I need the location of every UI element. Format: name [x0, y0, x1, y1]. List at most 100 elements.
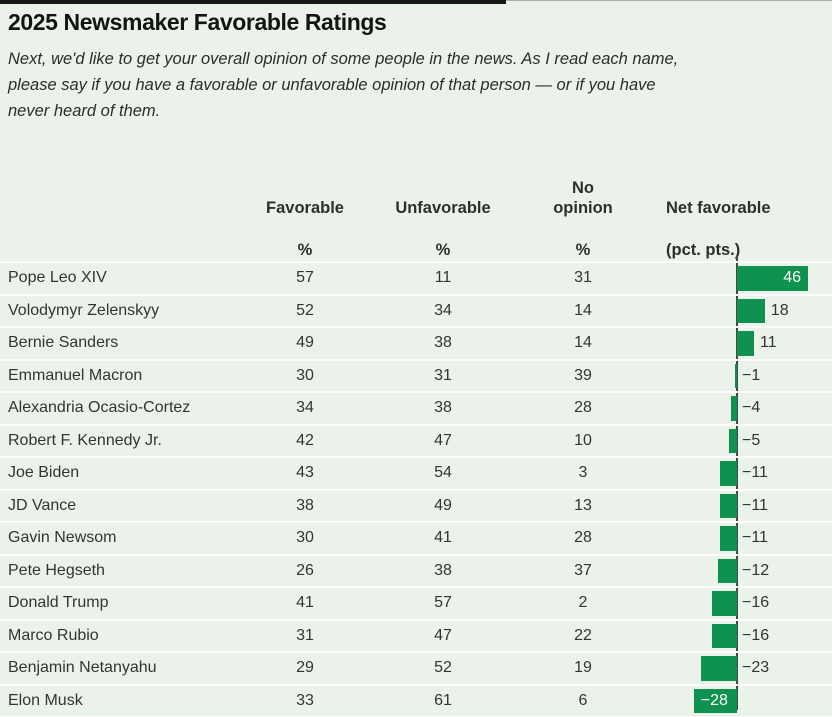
favorable-value: 57 [296, 269, 314, 287]
net-favorable-cell: −11 [650, 458, 832, 489]
net-favorable-bar [730, 396, 737, 421]
net-favorable-value: −4 [742, 399, 761, 417]
net-favorable-bar [701, 656, 737, 681]
person-name: Elon Musk [8, 691, 83, 709]
person-name: Pete Hegseth [8, 561, 105, 579]
table-row: Pope Leo XIV 57 11 31 46 [0, 261, 832, 294]
title-top-rule [0, 0, 506, 4]
person-name: Marco Rubio [8, 626, 99, 644]
unfavorable-value: 57 [434, 594, 452, 612]
net-favorable-value: −5 [742, 431, 761, 449]
ratings-table: Pope Leo XIV 57 11 31 46 Volodymyr Zelenskyy 5… [0, 256, 832, 717]
net-favorable-cell: −28 [650, 686, 832, 717]
net-favorable-value: 18 [770, 301, 789, 319]
no-opinion-value: 28 [574, 529, 592, 547]
favorable-value: 26 [296, 561, 314, 579]
net-favorable-cell: −4 [650, 393, 832, 424]
unfavorable-value: 38 [434, 334, 452, 352]
survey-question-line: never heard of them. [8, 102, 161, 120]
net-favorable-bar [693, 688, 737, 713]
unfavorable-value: 31 [434, 366, 452, 384]
table-row: Elon Musk 33 61 6 −28 [0, 683, 832, 717]
unfavorable-value: 49 [434, 496, 452, 514]
person-name: Bernie Sanders [8, 334, 119, 352]
net-favorable-bar [720, 461, 737, 486]
zero-axis-line [736, 256, 738, 710]
person-name: Joe Biden [8, 464, 80, 482]
person-name: Volodymyr Zelenskyy [8, 301, 160, 319]
unfavorable-value: 11 [434, 269, 452, 287]
table-row: Gavin Newsom 30 41 28 −11 [0, 521, 832, 554]
unfavorable-value: 61 [434, 691, 452, 709]
favorable-value: 30 [296, 366, 314, 384]
net-favorable-bar [712, 591, 737, 616]
table-row: Pete Hegseth 26 38 37 −12 [0, 553, 832, 587]
net-favorable-bar [718, 558, 737, 583]
net-favorable-cell: −11 [650, 523, 832, 554]
favorable-value: 30 [296, 529, 314, 547]
table-row: Volodymyr Zelenskyy 52 34 14 18 [0, 293, 832, 327]
no-opinion-value: 6 [578, 691, 588, 709]
favorable-value: 52 [296, 301, 314, 319]
no-opinion-value: 3 [578, 464, 588, 482]
net-favorable-cell: 11 [650, 328, 832, 359]
table-row: Alexandria Ocasio-Cortez 34 38 28 −4 [0, 391, 832, 424]
column-header-net-favorable: Net favorable [666, 199, 771, 217]
favorable-value: 33 [296, 691, 314, 709]
no-opinion-value: 19 [574, 659, 592, 677]
net-favorable-value: −23 [742, 659, 770, 677]
no-opinion-value: 2 [578, 594, 588, 612]
no-opinion-value: 31 [574, 269, 592, 287]
unit-net-favorable: (pct. pts.) [666, 241, 741, 259]
unfavorable-value: 41 [434, 529, 452, 547]
net-favorable-bar [720, 526, 737, 551]
table-row: Marco Rubio 31 47 22 −16 [0, 618, 832, 652]
unit-favorable: % [297, 241, 313, 259]
net-favorable-value: 11 [759, 334, 777, 352]
person-name: Pope Leo XIV [8, 269, 107, 287]
net-favorable-bar [737, 266, 809, 291]
no-opinion-value: 28 [574, 399, 592, 417]
survey-question: Next, we'd like to get your overall opin… [8, 46, 824, 124]
net-favorable-cell: −12 [650, 556, 832, 587]
person-name: Gavin Newsom [8, 529, 117, 547]
unfavorable-value: 38 [434, 561, 452, 579]
favorable-value: 31 [296, 626, 314, 644]
net-favorable-value: −11 [742, 464, 768, 482]
net-favorable-value: 46 [783, 269, 802, 287]
table-row: Joe Biden 43 54 3 −11 [0, 456, 832, 489]
person-name: Robert F. Kennedy Jr. [8, 431, 162, 449]
net-favorable-cell: −16 [650, 621, 832, 652]
table-row: Emmanuel Macron 30 31 39 −1 [0, 358, 832, 392]
favorable-value: 43 [296, 464, 314, 482]
net-favorable-cell: −5 [650, 426, 832, 457]
no-opinion-value: 37 [574, 561, 592, 579]
table-header: Favorable Unfavorable No opinion Net fav… [0, 168, 832, 263]
favorable-value: 29 [296, 659, 314, 677]
column-header-unfavorable: Unfavorable [395, 199, 491, 217]
no-opinion-value: 22 [574, 626, 592, 644]
table-row: Bernie Sanders 49 38 14 11 [0, 326, 832, 359]
net-favorable-cell: 46 [650, 263, 832, 294]
net-favorable-value: −12 [742, 561, 770, 579]
favorable-value: 42 [296, 431, 314, 449]
column-header-no-opinion: No opinion [553, 179, 613, 217]
net-favorable-value: −11 [742, 529, 768, 547]
table-row: Donald Trump 41 57 2 −16 [0, 586, 832, 619]
net-favorable-bar [734, 363, 737, 388]
table-row: Robert F. Kennedy Jr. 42 47 10 −5 [0, 423, 832, 457]
net-favorable-cell: −16 [650, 588, 832, 619]
survey-question-line: Next, we'd like to get your overall opin… [8, 50, 679, 68]
person-name: Donald Trump [8, 594, 109, 612]
unit-unfavorable: % [435, 241, 451, 259]
unfavorable-value: 47 [434, 626, 452, 644]
net-favorable-bar [712, 623, 737, 648]
unfavorable-value: 38 [434, 399, 452, 417]
no-opinion-value: 10 [574, 431, 592, 449]
person-name: JD Vance [8, 496, 77, 514]
person-name: Emmanuel Macron [8, 366, 143, 384]
column-header-favorable: Favorable [266, 199, 344, 217]
net-favorable-cell: 18 [650, 296, 832, 327]
net-favorable-value: −11 [742, 496, 768, 514]
